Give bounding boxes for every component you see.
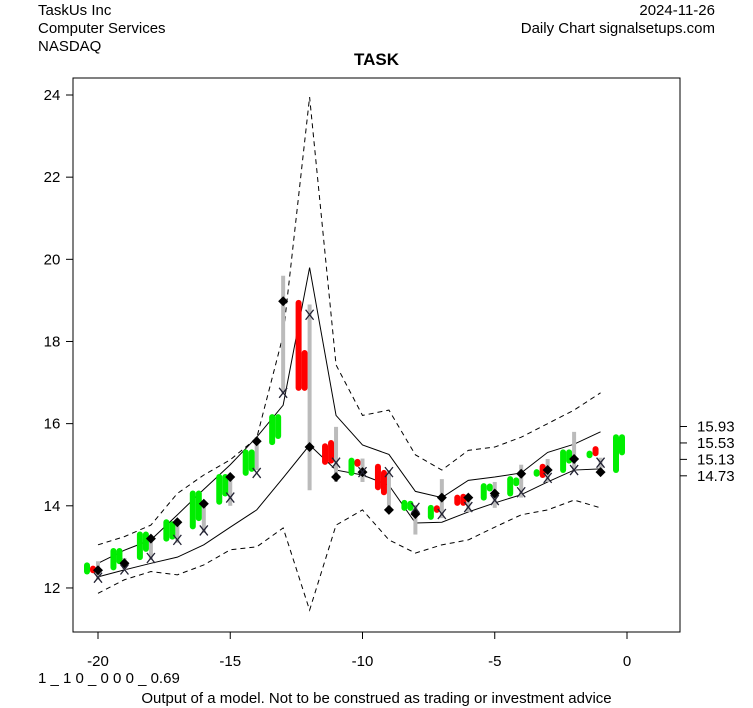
x-marker — [490, 494, 500, 506]
day-group — [110, 547, 130, 575]
diamond-marker — [516, 468, 527, 479]
diamond-marker — [331, 472, 342, 483]
day-group — [374, 463, 394, 515]
day-group — [189, 490, 209, 536]
diamond-marker — [278, 296, 289, 307]
day-group — [136, 531, 156, 564]
x-marker — [119, 564, 129, 575]
exchange-label: NASDAQ — [38, 38, 102, 55]
x-marker — [569, 464, 579, 476]
diamond-marker — [225, 472, 236, 483]
diamond-marker — [436, 492, 447, 503]
diamond-marker — [304, 442, 315, 453]
diamond-marker — [542, 465, 553, 476]
day-group — [560, 431, 580, 476]
day-group — [295, 299, 315, 491]
y-tick-label: 18 — [44, 333, 61, 350]
x-tick-label: -15 — [219, 653, 241, 670]
day-group — [216, 472, 236, 506]
day-group — [586, 446, 606, 478]
day-group — [163, 517, 183, 546]
x-marker — [596, 457, 606, 469]
x-tick-label: 0 — [623, 653, 631, 670]
right-price-label: 14.73 — [697, 468, 735, 485]
x-marker — [278, 387, 288, 399]
right-price-label: 15.13 — [697, 451, 735, 468]
x-marker — [516, 486, 526, 498]
day-group — [269, 275, 289, 446]
x-marker — [225, 492, 235, 503]
disclaimer: Output of a model. Not to be construed a… — [141, 690, 612, 707]
diamond-marker — [198, 498, 209, 509]
y-tick-label: 22 — [44, 169, 61, 186]
x-marker — [437, 508, 447, 520]
diamond-marker — [595, 467, 606, 478]
lower-dashed-band — [97, 499, 601, 612]
day-group — [507, 464, 527, 498]
diamond-marker — [463, 492, 474, 503]
y-tick-label: 16 — [44, 416, 61, 433]
day-group — [454, 492, 474, 513]
day-group — [242, 436, 262, 479]
plot-frame — [72, 77, 681, 633]
y-tick-label: 24 — [44, 87, 61, 104]
chart-title: TASK — [353, 50, 399, 69]
x-marker — [331, 457, 341, 469]
company-name: TaskUs Inc — [38, 2, 112, 19]
diamond-marker — [569, 453, 580, 464]
x-marker — [146, 552, 156, 564]
y-tick-label: 14 — [44, 498, 61, 515]
x-marker — [252, 467, 262, 479]
diamond-marker — [383, 504, 394, 515]
model-code: 1 _ 1 0 _ 0 0 0 _ 0.69 — [38, 670, 180, 687]
x-marker — [463, 501, 473, 513]
day-group — [613, 434, 625, 474]
sector-label: Computer Services — [38, 20, 166, 37]
day-group — [480, 481, 500, 508]
diamond-marker — [145, 533, 156, 544]
day-group — [84, 561, 103, 584]
x-marker — [410, 502, 420, 514]
day-group — [533, 458, 553, 484]
x-marker — [384, 466, 394, 478]
right-price-label: 15.93 — [697, 419, 735, 436]
x-marker — [543, 472, 553, 484]
x-marker — [93, 572, 103, 584]
diamond-marker — [251, 436, 262, 447]
day-group — [427, 479, 447, 520]
chart-source: Daily Chart signalsetups.com — [520, 20, 715, 37]
day-group — [322, 426, 342, 483]
x-tick-label: -20 — [87, 653, 109, 670]
x-tick-label: -5 — [488, 653, 501, 670]
diamond-marker — [93, 565, 103, 576]
day-group — [401, 499, 421, 535]
diamond-marker — [172, 517, 183, 528]
right-price-label: 15.53 — [697, 435, 735, 452]
upper-dashed-band — [97, 96, 601, 546]
x-marker — [357, 466, 368, 478]
x-tick-label: -10 — [352, 653, 374, 670]
chart-date: 2024-11-26 — [639, 2, 715, 19]
x-marker — [199, 525, 209, 536]
day-group — [348, 457, 368, 482]
y-tick-label: 12 — [44, 580, 61, 597]
x-marker — [305, 309, 315, 321]
y-tick-label: 20 — [44, 251, 61, 268]
x-marker — [172, 534, 182, 546]
upper-band-line — [97, 267, 601, 564]
